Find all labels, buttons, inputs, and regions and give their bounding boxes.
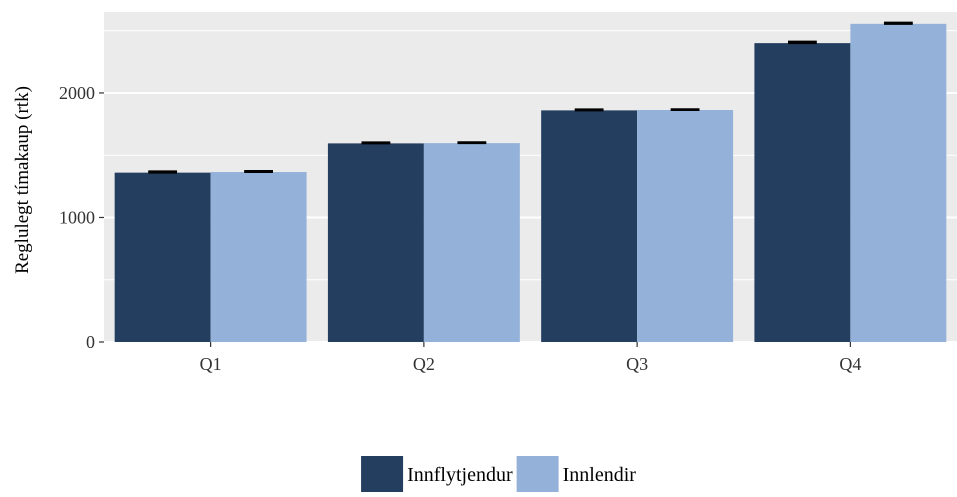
bar-innflytjendur-q3 xyxy=(541,110,638,343)
bar-innflytjendur-q2 xyxy=(327,143,424,342)
bars-group xyxy=(114,21,947,343)
bar-innlendir-q1 xyxy=(210,172,307,342)
bar-innlendir-q3 xyxy=(637,110,734,342)
legend-key-innlendir xyxy=(516,456,559,493)
bar-innlendir-q2 xyxy=(423,143,520,342)
legend-key-innflytjendur xyxy=(361,456,404,493)
bar-innflytjendur-q4 xyxy=(754,43,851,342)
x-tick-label: Q2 xyxy=(413,354,435,374)
y-tick-label: 1000 xyxy=(59,207,95,227)
bar-innflytjendur-q1 xyxy=(114,172,211,342)
bar-innlendir-q4 xyxy=(850,23,947,342)
y-tick-label: 2000 xyxy=(59,83,95,103)
y-tick-label: 0 xyxy=(86,332,95,352)
y-axis-title: Reglulegt tímakaup (rtk) xyxy=(12,86,33,274)
x-tick-label: Q4 xyxy=(839,354,861,374)
legend-label-innlendir: Innlendir xyxy=(563,464,637,486)
x-tick-label: Q1 xyxy=(200,354,222,374)
legend: Innflytjendur Innlendir xyxy=(361,456,637,493)
axes-group: Q1 Q2 Q3 Q4 0 1000 2000 xyxy=(59,83,861,374)
x-tick-label: Q3 xyxy=(626,354,648,374)
legend-label-innflytjendur: Innflytjendur xyxy=(407,464,513,486)
